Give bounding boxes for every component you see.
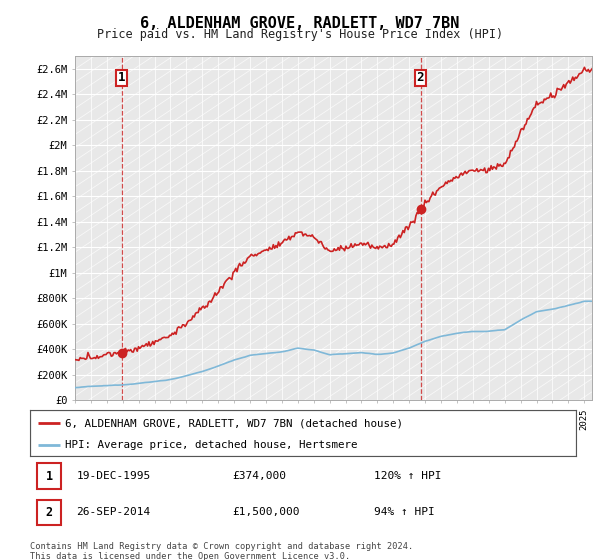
Text: Contains HM Land Registry data © Crown copyright and database right 2024.
This d: Contains HM Land Registry data © Crown c…: [30, 542, 413, 560]
Text: 1: 1: [46, 469, 53, 483]
FancyBboxPatch shape: [37, 464, 61, 488]
Text: 6, ALDENHAM GROVE, RADLETT, WD7 7BN: 6, ALDENHAM GROVE, RADLETT, WD7 7BN: [140, 16, 460, 31]
Text: HPI: Average price, detached house, Hertsmere: HPI: Average price, detached house, Hert…: [65, 440, 358, 450]
Text: Price paid vs. HM Land Registry's House Price Index (HPI): Price paid vs. HM Land Registry's House …: [97, 28, 503, 41]
Text: 6, ALDENHAM GROVE, RADLETT, WD7 7BN (detached house): 6, ALDENHAM GROVE, RADLETT, WD7 7BN (det…: [65, 418, 403, 428]
Text: 120% ↑ HPI: 120% ↑ HPI: [374, 471, 442, 481]
Text: £374,000: £374,000: [232, 471, 286, 481]
Text: £1,500,000: £1,500,000: [232, 507, 299, 517]
Text: 2: 2: [416, 72, 424, 85]
FancyBboxPatch shape: [37, 500, 61, 525]
Text: 2: 2: [46, 506, 53, 519]
Text: 1: 1: [118, 72, 125, 85]
Text: 94% ↑ HPI: 94% ↑ HPI: [374, 507, 435, 517]
Text: 19-DEC-1995: 19-DEC-1995: [76, 471, 151, 481]
Text: 26-SEP-2014: 26-SEP-2014: [76, 507, 151, 517]
